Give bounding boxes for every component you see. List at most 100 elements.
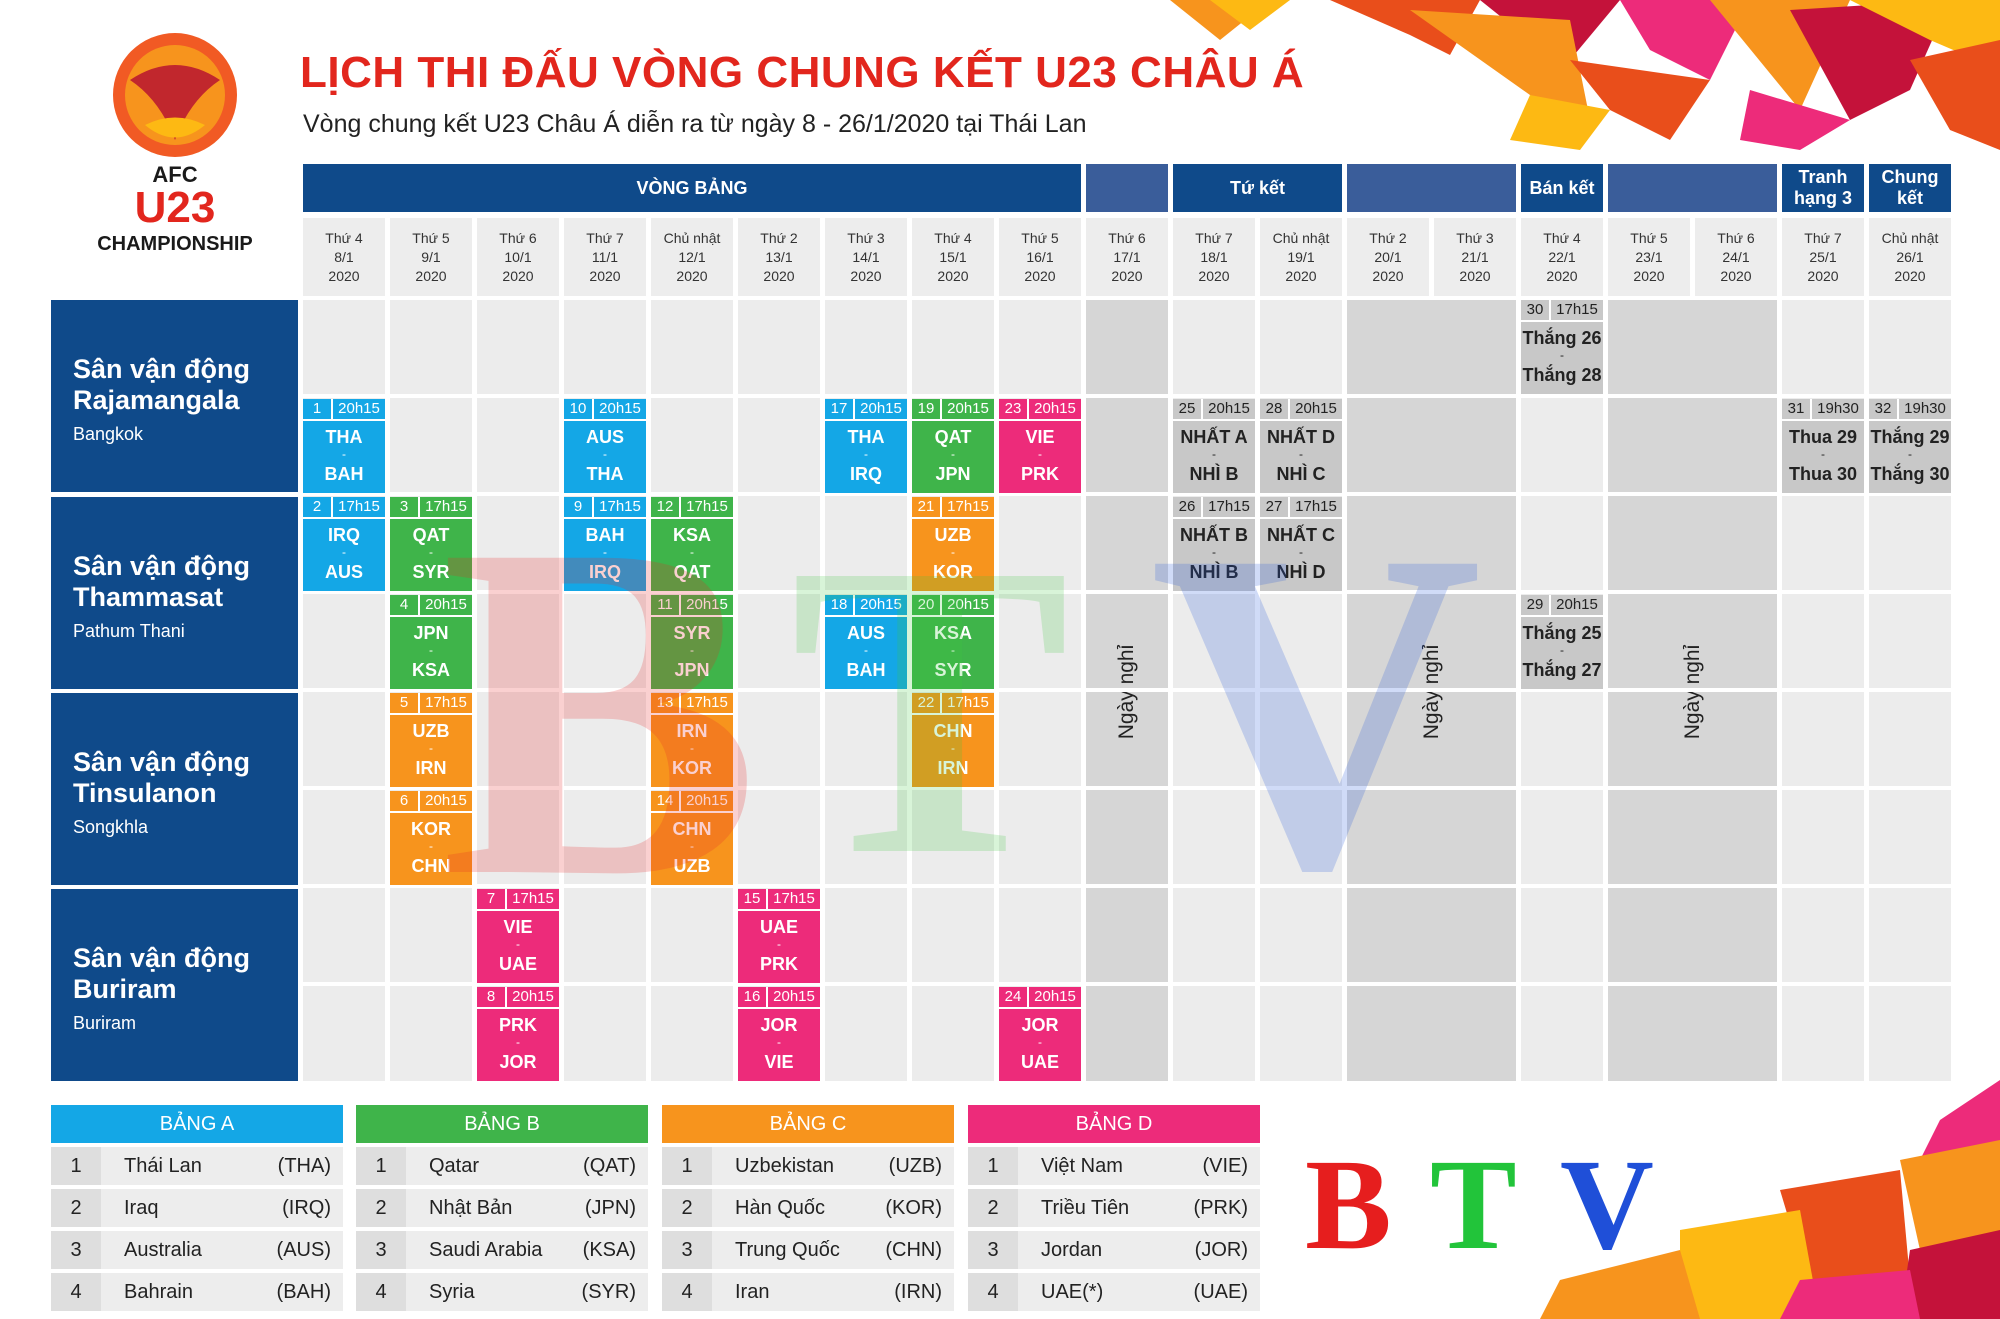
match-card: 25 20h15 NHẤT A - NHÌ B (1173, 399, 1255, 493)
match-home-team: UAE (759, 917, 798, 937)
group-table: BẢNG A 1 Thái Lan (THA) 2 Iraq (IRQ) 3 Australia… (51, 1105, 343, 1311)
match-number: 30 (1521, 300, 1551, 320)
row-separator (298, 786, 1951, 790)
match-home-team: THA (325, 427, 363, 447)
day-y: 2020 (1546, 267, 1578, 284)
match-card: 18 20h15 AUS - BAH (825, 595, 907, 689)
group-team-row: 2 Triều Tiên (PRK) (968, 1189, 1260, 1227)
match-number: 11 (651, 595, 681, 615)
match-time: 17h15 (686, 498, 728, 515)
match-away-team: SYR (934, 660, 972, 680)
watermark-b: B (440, 444, 761, 976)
day-wd: Thứ 7 (1804, 229, 1842, 246)
match-card: 4 20h15 JPN - KSA (390, 595, 472, 689)
team-name: Bahrain (124, 1281, 193, 1303)
day-y: 2020 (1720, 267, 1752, 284)
match-time: 17h15 (338, 498, 380, 515)
match-away-team: IRN (937, 758, 969, 778)
match-away-team: IRN (415, 758, 447, 778)
rest-day-label: Ngày nghỉ (1680, 644, 1704, 740)
match-time: 17h15 (512, 890, 554, 907)
team-code: (UAE) (1193, 1281, 1248, 1303)
match-home-team: Thắng 26 (1522, 328, 1602, 348)
match-home-team: KOR (411, 819, 451, 839)
match-away-team: PRK (759, 954, 798, 974)
match-number: 21 (912, 497, 942, 517)
row-separator (298, 982, 1951, 986)
venue-name: Sân vận động Tinsulanon (73, 747, 251, 808)
match-time: 17h15 (425, 694, 467, 711)
match-card: 20 20h15 KSA - SYR (912, 595, 994, 689)
match-separator: - (1212, 447, 1216, 461)
team-rank: 4 (51, 1273, 101, 1311)
day-wd: Thứ 6 (499, 229, 537, 246)
match-separator: - (1908, 447, 1912, 461)
match-home-team: AUS (585, 427, 624, 447)
team-name: Trung Quốc (735, 1239, 840, 1261)
match-number: 29 (1521, 595, 1551, 615)
match-card: 14 20h15 CHN - UZB (651, 791, 733, 885)
group-header: BẢNG D (968, 1105, 1260, 1143)
match-card: 26 17h15 NHẤT B - NHÌ B (1173, 497, 1255, 591)
day-y: 2020 (415, 267, 447, 284)
match-separator: - (951, 447, 955, 461)
match-home-team: JPN (413, 623, 449, 643)
logo-u23: U23 (135, 183, 216, 232)
match-time: 17h15 (686, 694, 728, 711)
team-rank: 1 (356, 1147, 406, 1185)
team-code: (PRK) (1193, 1197, 1248, 1219)
match-separator: - (516, 1035, 520, 1049)
team-code: (JPN) (584, 1197, 636, 1219)
group-table: BẢNG C 1 Uzbekistan (UZB) 2 Hàn Quốc (KOR) 3 Tru… (662, 1105, 954, 1311)
match-time: 20h15 (1034, 988, 1076, 1005)
day-header: Chủ nhật 26/1 2020 (1869, 218, 1951, 296)
logo-championship: CHAMPIONSHIP (97, 233, 253, 255)
phase-header-blank-5 (1608, 164, 1777, 212)
match-time: 20h15 (425, 792, 467, 809)
match-home-team: THA (847, 427, 885, 447)
match-card: 17 20h15 THA - IRQ (825, 399, 907, 493)
row-separator (298, 884, 1951, 888)
team-name: Qatar (429, 1155, 480, 1177)
group-header: BẢNG B (356, 1105, 648, 1143)
day-header: Thứ 6 24/1 2020 (1695, 218, 1777, 296)
group-team-row: 4 UAE(*) (UAE) (968, 1273, 1260, 1311)
group-team-row: 3 Saudi Arabia (KSA) (356, 1231, 648, 1269)
afc-u23-logo: AFC U23 CHAMPIONSHIP (97, 33, 253, 255)
match-separator: - (690, 545, 694, 559)
match-home-team: IRQ (327, 525, 360, 545)
day-wd: Thứ 5 (412, 229, 450, 246)
match-card: 21 17h15 UZB - KOR (912, 497, 994, 591)
match-card: 2 17h15 IRQ - AUS (303, 497, 385, 591)
group-team-row: 4 Iran (IRN) (662, 1273, 954, 1311)
team-name: Nhật Bản (429, 1197, 513, 1219)
match-time: 17h15 (947, 694, 989, 711)
group-team-row: 4 Bahrain (BAH) (51, 1273, 343, 1311)
day-y: 2020 (502, 267, 534, 284)
day-y: 2020 (1111, 267, 1143, 284)
day-wd: Thứ 7 (586, 229, 624, 246)
phase-header-final: Chung kết (1869, 164, 1951, 212)
match-time: 20h15 (860, 400, 902, 417)
match-home-team: NHẤT B (1180, 525, 1248, 545)
match-home-team: IRN (676, 721, 708, 741)
phase-header-semi: Bán kết (1521, 164, 1603, 212)
team-rank: 2 (968, 1189, 1018, 1227)
match-home-team: SYR (673, 623, 711, 643)
team-rank: 3 (662, 1231, 712, 1269)
match-number: 7 (477, 889, 507, 909)
match-separator: - (777, 1035, 781, 1049)
match-separator: - (777, 937, 781, 951)
match-time: 20h15 (686, 792, 728, 809)
watermark-t: T (790, 477, 1071, 942)
match-card: 15 17h15 UAE - PRK (738, 889, 820, 983)
day-header: Chủ nhật 12/1 2020 (651, 218, 733, 296)
match-away-team: UZB (673, 856, 711, 876)
team-name: Australia (124, 1239, 202, 1261)
team-code: (UZB) (888, 1155, 942, 1177)
match-time: 17h15 (599, 498, 641, 515)
team-name: Syria (429, 1281, 475, 1303)
venue-cell: Sân vận động Tinsulanon Songkhla (51, 693, 298, 885)
match-separator: - (690, 741, 694, 755)
team-name: UAE(*) (1041, 1281, 1104, 1303)
